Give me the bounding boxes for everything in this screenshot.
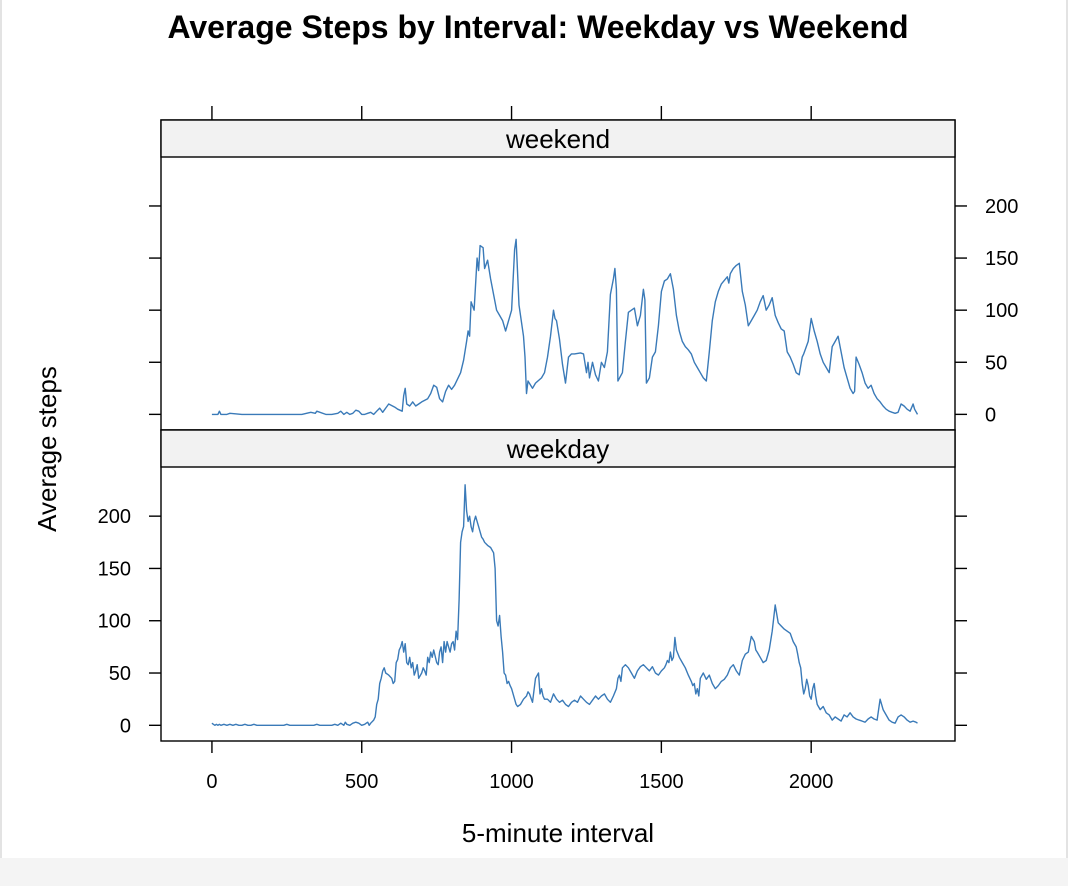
window-border-right	[1066, 0, 1068, 886]
x-tick-label: 2000	[789, 771, 834, 793]
y-tick-label: 50	[985, 352, 1007, 374]
y-tick-label: 200	[98, 506, 131, 528]
y-tick-label: 150	[985, 248, 1018, 270]
y-axis-label: Average steps	[32, 366, 62, 532]
chart-title: Average Steps by Interval: Weekday vs We…	[167, 9, 908, 45]
y-tick-label: 100	[98, 611, 131, 633]
x-tick-label: 1500	[639, 771, 684, 793]
strip-label-weekday: weekday	[506, 434, 610, 464]
series-line-weekday	[211, 484, 918, 726]
x-tick-label: 1000	[489, 771, 534, 793]
x-axis-label: 5-minute interval	[462, 818, 654, 848]
strip-label-weekend: weekend	[505, 124, 610, 154]
panels-group: weekend weekday	[160, 119, 956, 742]
panel-weekday	[160, 429, 956, 742]
window-border-left	[0, 0, 2, 886]
y-tick-label: 200	[985, 196, 1018, 218]
y-tick-label: 0	[120, 715, 131, 737]
strip-weekday	[160, 429, 956, 468]
strip-weekend	[160, 119, 956, 158]
panel-weekend	[160, 119, 956, 431]
series-line-weekend	[211, 238, 919, 416]
y-tick-label: 0	[985, 404, 996, 426]
x-tick-label: 0	[206, 771, 217, 793]
x-tick-label: 500	[345, 771, 378, 793]
y-tick-label: 100	[985, 300, 1018, 322]
y-tick-label: 150	[98, 558, 131, 580]
window-border-bottom	[0, 858, 1068, 886]
y-tick-label: 50	[109, 663, 131, 685]
